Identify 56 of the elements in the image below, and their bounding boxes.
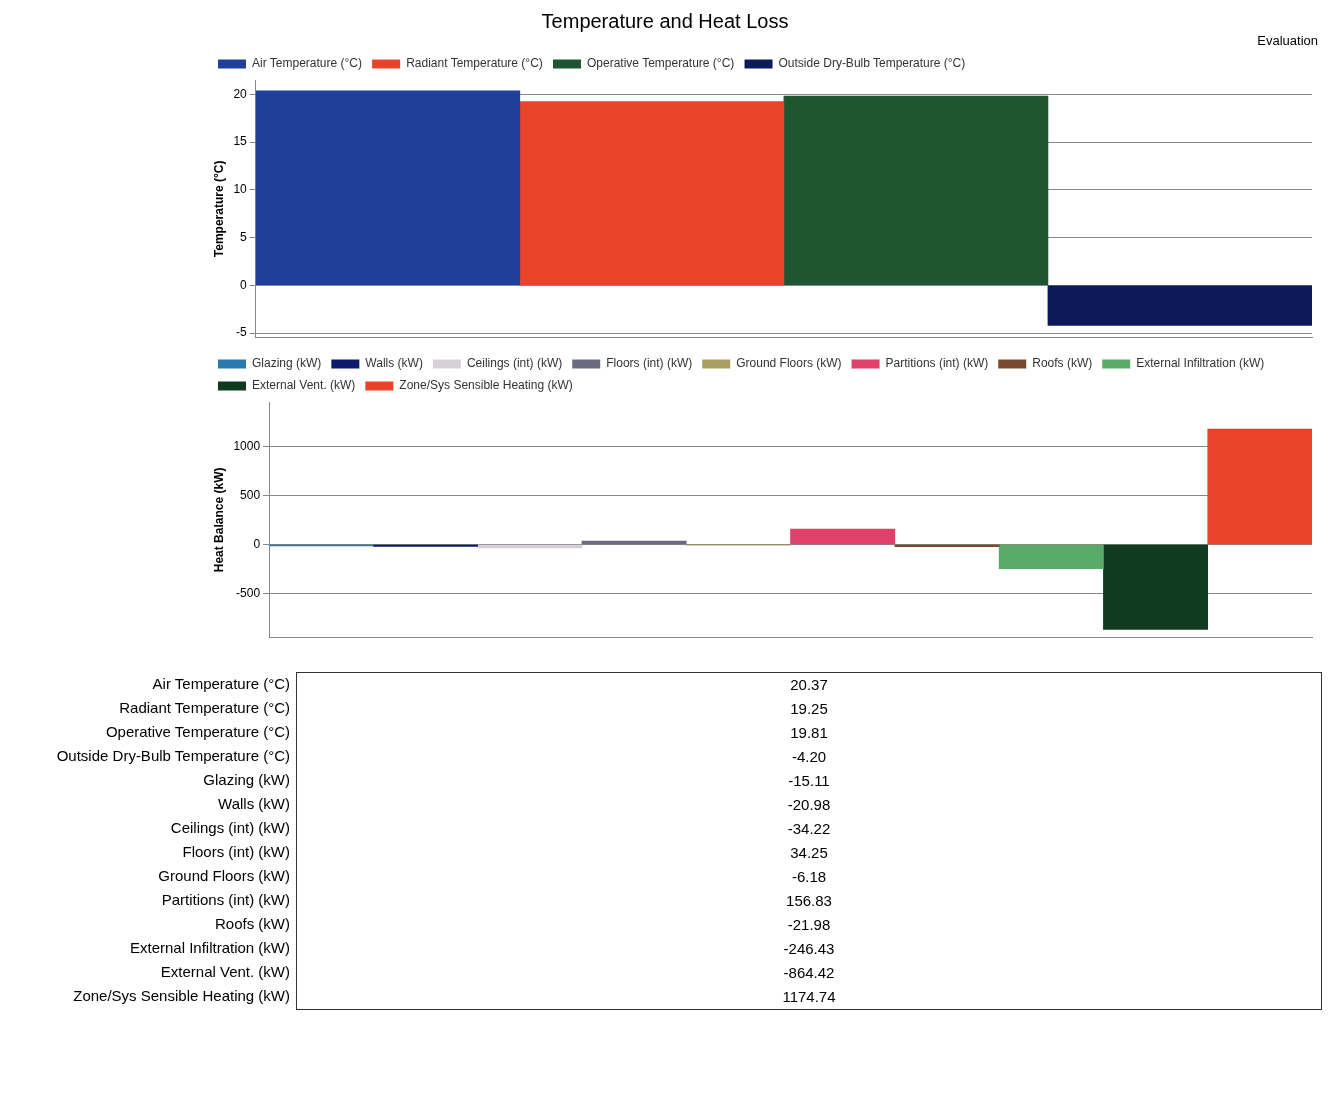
- text: 19.81: [789, 723, 829, 743]
- legend-label: Zone/Sys Sensible Heating (kW): [399, 378, 573, 393]
- legend-label: Ground Floors (kW): [736, 356, 842, 371]
- y-tick-label: 0: [240, 277, 248, 292]
- legend-label: External Infiltration (kW): [1136, 356, 1265, 371]
- text: Roofs (kW): [215, 915, 290, 932]
- text: Ground Floors (kW): [158, 867, 290, 884]
- text: -15.11: [787, 771, 831, 791]
- y-tick-label: 20: [233, 86, 248, 101]
- text: Radiant Temperature (°C): [119, 699, 290, 716]
- text: 156.83: [785, 891, 833, 911]
- y-axis-title: Heat Balance (kW): [211, 467, 226, 573]
- y-tick-label: 500: [240, 487, 261, 502]
- legend-label: Radiant Temperature (°C): [406, 56, 543, 71]
- text: -34.22: [786, 819, 832, 839]
- text: External Infiltration (kW): [129, 939, 290, 956]
- legend-label: Roofs (kW): [1032, 356, 1093, 371]
- text: 20.37: [789, 675, 829, 695]
- chart-title: Temperature and Heat Loss: [540, 9, 790, 33]
- text: Zone/Sys Sensible Heating (kW): [73, 987, 290, 1004]
- y-tick-label: 1000: [233, 438, 261, 453]
- text: 34.25: [789, 843, 829, 863]
- text: -246.43: [782, 939, 836, 959]
- text: External Vent. (kW): [160, 963, 290, 980]
- text: 19.25: [789, 699, 829, 719]
- legend-label: Partitions (int) (kW): [885, 356, 989, 371]
- text: Walls (kW): [218, 795, 290, 812]
- text: Operative Temperature (°C): [105, 723, 290, 740]
- legend-label: External Vent. (kW): [252, 378, 356, 393]
- text: -864.42: [782, 963, 836, 983]
- text: -4.20: [790, 747, 828, 767]
- text: -20.98: [786, 795, 832, 815]
- y-tick-label: 5: [240, 229, 248, 244]
- text: 1174.74: [781, 987, 837, 1007]
- text: Air Temperature (°C): [152, 675, 290, 692]
- y-tick-label: 15: [233, 134, 248, 149]
- legend-label: Floors (int) (kW): [606, 356, 693, 371]
- text: Evaluation: [1256, 33, 1319, 48]
- y-axis-title: Temperature (°C): [211, 160, 226, 258]
- legend-label: Air Temperature (°C): [252, 56, 362, 71]
- y-tick-label: -5: [236, 325, 248, 340]
- y-tick-label: 0: [253, 536, 261, 551]
- y-tick-label: -500: [236, 585, 261, 600]
- legend-label: Glazing (kW): [252, 356, 322, 371]
- text: Partitions (int) (kW): [161, 891, 290, 908]
- y-tick-label: 10: [233, 182, 248, 197]
- text: -6.18: [790, 867, 828, 887]
- legend-label: Ceilings (int) (kW): [466, 356, 563, 371]
- text: Outside Dry-Bulb Temperature (°C): [56, 747, 290, 764]
- text: -21.98: [786, 915, 832, 935]
- text: Ceilings (int) (kW): [170, 819, 290, 836]
- legend-label: Outside Dry-Bulb Temperature (°C): [778, 56, 966, 71]
- text: Glazing (kW): [203, 771, 290, 788]
- legend-label: Walls (kW): [365, 356, 423, 371]
- text: Floors (int) (kW): [182, 843, 290, 860]
- legend-label: Operative Temperature (°C): [587, 56, 735, 71]
